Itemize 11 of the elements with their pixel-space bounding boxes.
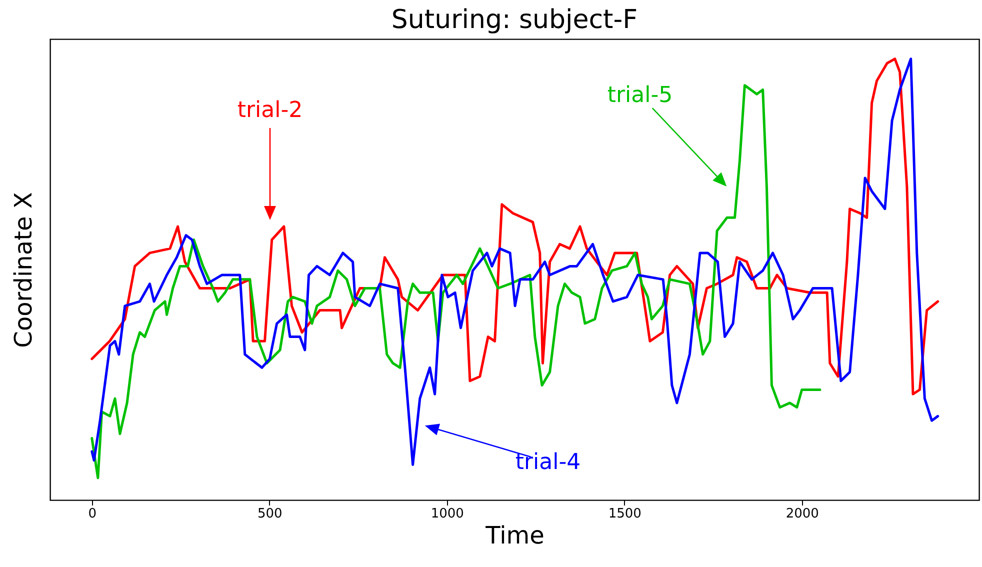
x-tick-label: 500 bbox=[257, 506, 282, 522]
x-tick-label: 1000 bbox=[430, 506, 464, 522]
chart-title: Suturing: subject-F bbox=[391, 5, 638, 35]
x-tick-label: 0 bbox=[88, 506, 97, 522]
x-tick-label: 2000 bbox=[786, 506, 819, 522]
x-axis-title: Time bbox=[484, 522, 544, 550]
y-axis-title: Coordinate X bbox=[10, 192, 38, 348]
x-tick-label: 1500 bbox=[608, 506, 642, 522]
annotation: trial-5 bbox=[607, 83, 673, 108]
annotation: trial-4 bbox=[515, 450, 581, 475]
annotation: trial-2 bbox=[237, 98, 303, 123]
